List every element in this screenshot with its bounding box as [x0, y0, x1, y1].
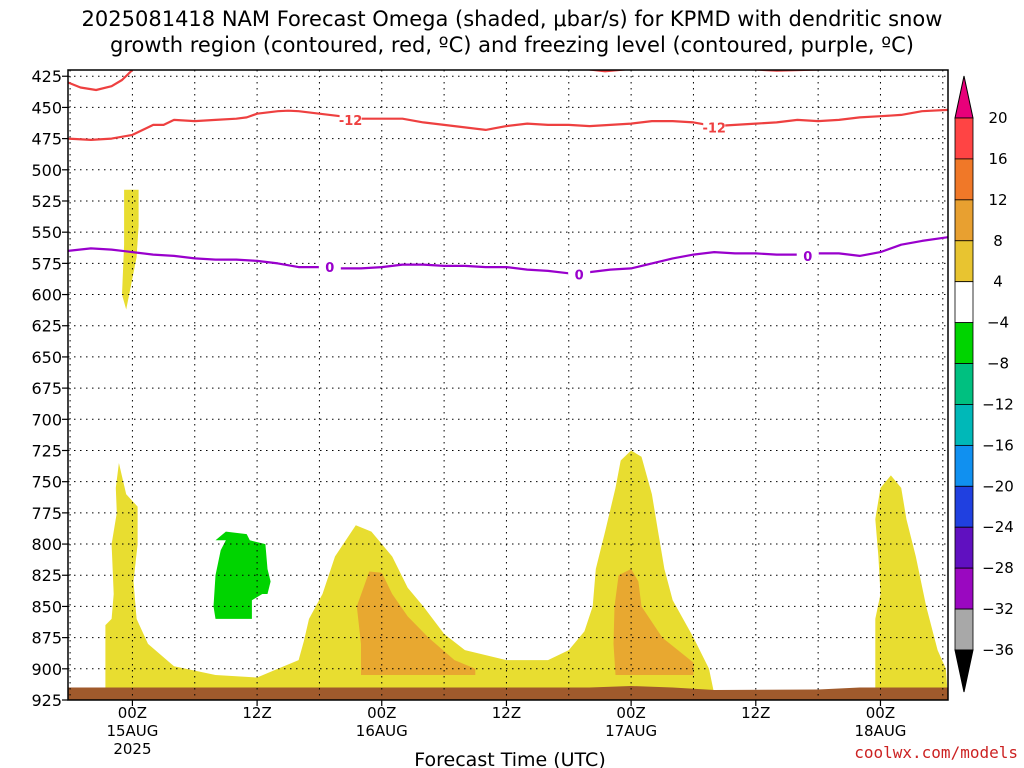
colorbar-label-13: −36: [982, 641, 1014, 659]
colorbar-label-4: 4: [993, 273, 1003, 291]
y-tick-label-7: 600: [31, 286, 62, 305]
colorbar-label-6: −8: [987, 355, 1009, 373]
colorbar-box-3: [954, 240, 974, 283]
colorbar-label-5: −4: [987, 314, 1009, 332]
y-tick-label-0: 425: [31, 67, 62, 86]
colorbar-box-4: [954, 281, 974, 324]
colorbar-box-0: [954, 117, 974, 160]
colorbar-box-1: [954, 158, 974, 201]
dgz-minus12-contour-label-1: -12: [702, 121, 726, 136]
omega-region-5: [119, 531, 271, 619]
dgz-minus12-contour-label-bg-0: [339, 111, 362, 127]
dgz-minus12-contour: [68, 108, 948, 141]
y-tick-label-8: 625: [31, 317, 62, 336]
y-tick-label-16: 825: [31, 566, 62, 585]
colorbar-bottom-arrow: [954, 649, 974, 693]
y-tick-label-19: 900: [31, 660, 62, 679]
credit-text: coolwx.com/models: [854, 743, 1018, 762]
colorbar-box-10: [954, 526, 974, 569]
colorbar-label-0: 20: [988, 109, 1007, 127]
colorbar-top-arrow: [954, 75, 974, 119]
colorbar-box-5: [954, 322, 974, 364]
x-date-label-6: 18AUG: [854, 722, 906, 740]
omega-region-4: [613, 569, 694, 675]
x-year-label-0: 2025: [113, 740, 151, 758]
y-tick-label-6: 575: [31, 254, 62, 273]
contour-lines: -12 -12 0 0 0: [68, 70, 948, 284]
x-tick-label-0: 00Z: [118, 704, 147, 722]
colorbar-label-10: −24: [982, 518, 1014, 536]
colorbar-box-9: [954, 485, 974, 528]
x-tick-label-3: 12Z: [492, 704, 521, 722]
colorbar-box-11: [954, 567, 974, 610]
y-tick-label-4: 525: [31, 192, 62, 211]
colorbar-label-7: −12: [982, 395, 1014, 413]
x-tick-label-5: 12Z: [741, 704, 770, 722]
pressure-axis: 425 450 475 500 525 550 575 600 625 650 675 700 725 7…: [31, 67, 68, 710]
y-tick-label-12: 725: [31, 441, 62, 460]
x-tick-label-4: 00Z: [616, 704, 645, 722]
colorbar: 20 16 12 8 4 −4 −8 −12 −16 −20 −24 −28 −32 −36: [954, 75, 1014, 693]
colorbar-box-8: [954, 444, 974, 487]
title-line-1: 2025081418 NAM Forecast Omega (shaded, μ…: [81, 7, 943, 31]
colorbar-box-12: [954, 608, 974, 651]
x-tick-label-6: 00Z: [866, 704, 895, 722]
omega-region-0: [122, 189, 139, 310]
omega-shading: [105, 189, 948, 700]
colorbar-box-7: [954, 404, 974, 446]
y-tick-label-2: 475: [31, 130, 62, 149]
y-tick-label-1: 450: [31, 98, 62, 117]
grid-lines: [68, 70, 948, 700]
plot-frame: [67, 69, 949, 701]
y-tick-label-3: 500: [31, 161, 62, 180]
y-tick-label-13: 750: [31, 473, 62, 492]
colorbar-label-8: −16: [982, 436, 1014, 454]
y-tick-label-20: 925: [31, 691, 62, 710]
freezing-level-contour-label-bg-2: [796, 247, 819, 263]
colorbar-label-3: 8: [993, 232, 1003, 250]
colorbar-label-11: −28: [982, 559, 1014, 577]
x-date-label-4: 17AUG: [605, 722, 657, 740]
dgz-minus12-contour-label-0: -12: [339, 114, 363, 129]
y-tick-label-18: 875: [31, 629, 62, 648]
dgz-minus12-contour-label-bg-1: [703, 119, 726, 135]
x-tick-label-2: 00Z: [367, 704, 396, 722]
x-tick-label-1: 12Z: [242, 704, 271, 722]
x-date-label-0: 15AUG: [106, 722, 158, 740]
dgz-upper-left-contour: [68, 70, 134, 92]
colorbar-label-9: −20: [982, 477, 1014, 495]
chart-title: 2025081418 NAM Forecast Omega (shaded, μ…: [0, 6, 1024, 58]
y-tick-label-15: 800: [31, 535, 62, 554]
y-tick-label-17: 850: [31, 597, 62, 616]
colorbar-label-2: 12: [988, 191, 1007, 209]
dgz-top-contour-0: [584, 70, 632, 73]
y-tick-label-11: 700: [31, 410, 62, 429]
x-axis-title: Forecast Time (UTC): [414, 749, 605, 768]
title-line-2: growth region (contoured, red, ºC) and f…: [110, 33, 914, 57]
y-tick-label-5: 550: [31, 223, 62, 242]
x-date-label-2: 16AUG: [356, 722, 408, 740]
y-tick-label-9: 650: [31, 348, 62, 367]
freezing-level-contour-label-bg-0: [318, 259, 341, 275]
colorbar-box-6: [954, 363, 974, 405]
terrain-band: [68, 686, 948, 700]
omega-region-2: [875, 475, 948, 700]
freezing-level-contour-label-1: 0: [575, 269, 584, 284]
omega-region-3: [356, 571, 476, 675]
freezing-level-contour-label-bg-1: [568, 266, 591, 282]
freezing-level-contour-label-0: 0: [325, 261, 334, 276]
colorbar-box-2: [954, 199, 974, 242]
surface-terrain: [68, 686, 948, 700]
y-tick-label-14: 775: [31, 504, 62, 523]
y-tick-label-10: 675: [31, 379, 62, 398]
freezing-level-contour-label-2: 0: [803, 250, 812, 265]
colorbar-label-1: 16: [988, 150, 1007, 168]
colorbar-label-12: −32: [982, 600, 1014, 618]
